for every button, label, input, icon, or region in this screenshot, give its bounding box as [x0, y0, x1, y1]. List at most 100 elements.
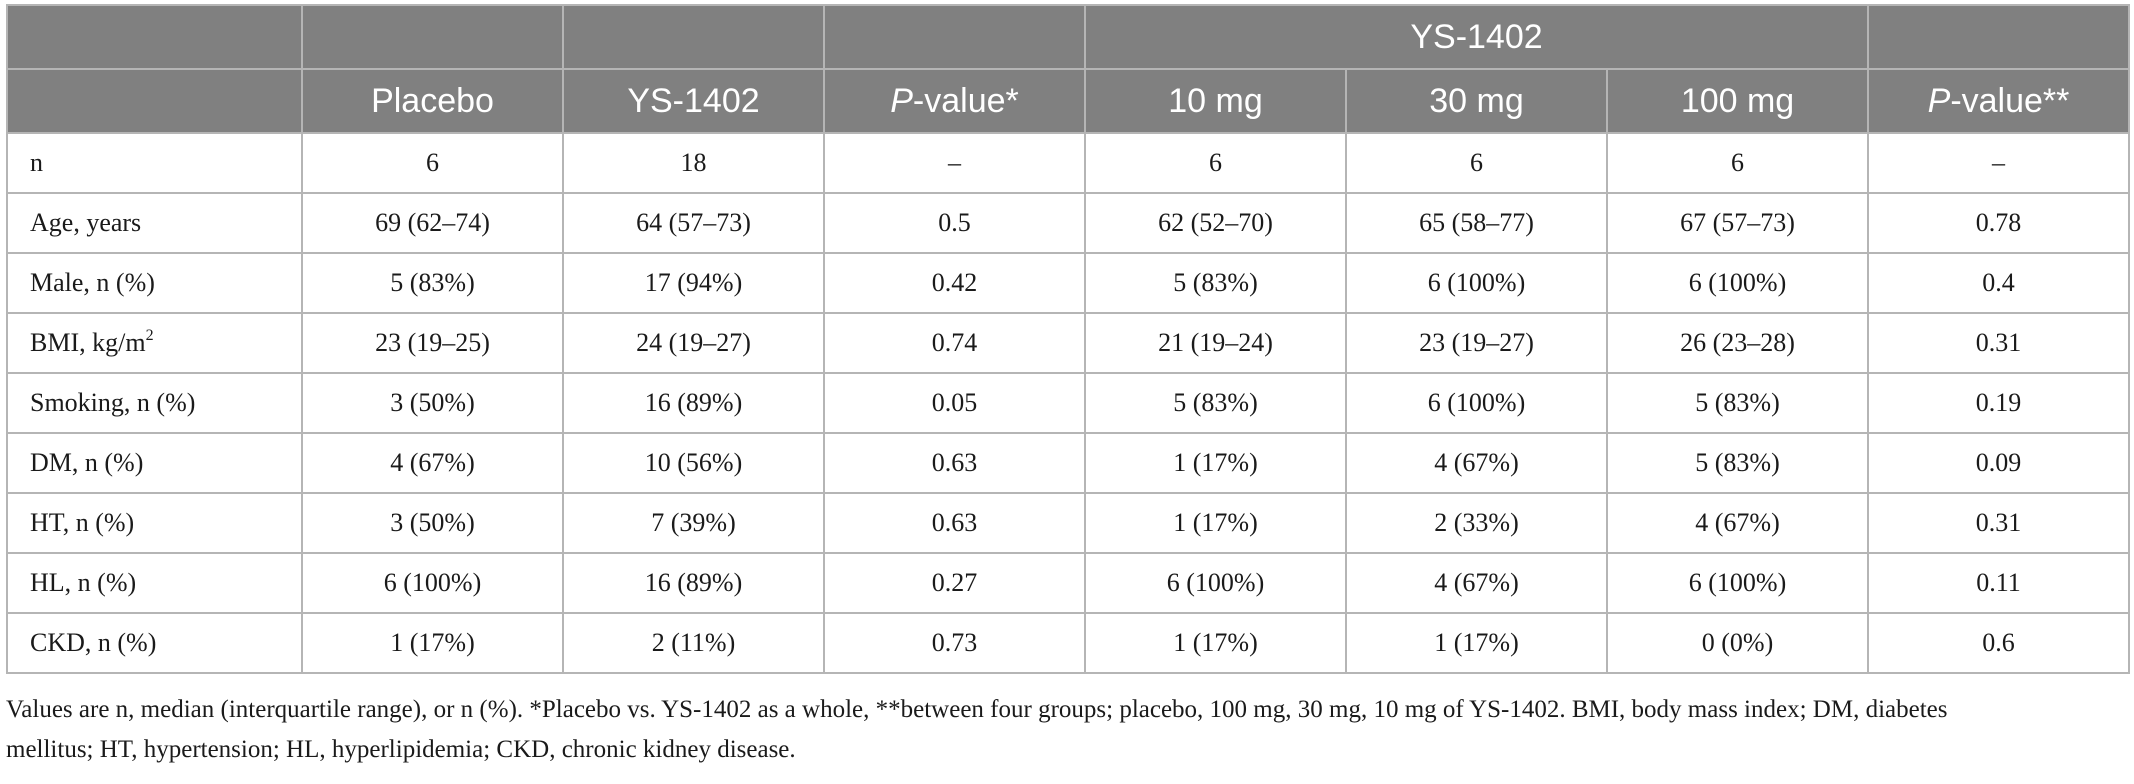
cell-placebo: 6 — [301, 132, 564, 194]
row-label-text: DM, n (%) — [30, 448, 144, 477]
group-header-ys1402: YS-1402 — [1083, 4, 1870, 70]
cell-10mg: 62 (52–70) — [1084, 192, 1347, 254]
cell-pvalue-groups: – — [1867, 132, 2131, 194]
cell-pvalue-groups: 0.19 — [1867, 372, 2131, 434]
cell-pvalue-groups: 0.09 — [1867, 432, 2131, 494]
cell-ys1402: 17 (94%) — [562, 252, 825, 314]
table-header: YS-1402 Placebo YS-1402 P-value* 10 mg 3… — [6, 4, 2131, 134]
baseline-characteristics-table: YS-1402 Placebo YS-1402 P-value* 10 mg 3… — [6, 4, 2131, 674]
row-label: BMI, kg/m2 — [6, 312, 303, 374]
cell-pvalue-overall: 0.63 — [823, 492, 1086, 554]
column-header-10mg: 10 mg — [1084, 68, 1347, 134]
pvalue-suffix: -value* — [912, 81, 1019, 120]
table-footnote: Values are n, median (interquartile rang… — [6, 690, 2126, 770]
column-header-placebo: Placebo — [301, 68, 564, 134]
cell-pvalue-groups: 0.4 — [1867, 252, 2131, 314]
group-header-empty — [6, 4, 303, 70]
cell-30mg: 4 (67%) — [1345, 552, 1608, 614]
row-label: HT, n (%) — [6, 492, 303, 554]
pvalue-italic-p: P — [1927, 81, 1951, 120]
cell-100mg: 6 (100%) — [1605, 552, 1870, 614]
cell-pvalue-groups: 0.6 — [1867, 612, 2131, 674]
cell-pvalue-overall: 0.5 — [823, 192, 1086, 254]
cell-30mg: 6 (100%) — [1345, 252, 1608, 314]
cell-100mg: 5 (83%) — [1605, 372, 1870, 434]
column-header-label — [6, 68, 303, 134]
cell-pvalue-groups: 0.78 — [1867, 192, 2131, 254]
cell-pvalue-overall: 0.63 — [823, 432, 1086, 494]
group-header-empty — [562, 4, 825, 70]
row-label: HL, n (%) — [6, 552, 303, 614]
cell-pvalue-groups: 0.31 — [1867, 492, 2131, 554]
cell-10mg: 5 (83%) — [1084, 372, 1347, 434]
cell-100mg: 0 (0%) — [1605, 612, 1870, 674]
cell-100mg: 6 (100%) — [1605, 252, 1870, 314]
column-header-row: Placebo YS-1402 P-value* 10 mg 30 mg 100… — [6, 68, 2131, 134]
cell-10mg: 1 (17%) — [1084, 612, 1347, 674]
row-label-text: HT, n (%) — [30, 508, 135, 537]
cell-placebo: 6 (100%) — [301, 552, 564, 614]
group-header-empty — [823, 4, 1086, 70]
cell-ys1402: 24 (19–27) — [562, 312, 825, 374]
cell-30mg: 6 (100%) — [1345, 372, 1608, 434]
row-label-text: Age, years — [30, 208, 142, 237]
cell-30mg: 2 (33%) — [1345, 492, 1608, 554]
cell-30mg: 23 (19–27) — [1345, 312, 1608, 374]
pvalue-suffix: -value** — [1950, 81, 2070, 120]
cell-pvalue-overall: 0.73 — [823, 612, 1086, 674]
cell-pvalue-overall: – — [823, 132, 1086, 194]
cell-placebo: 5 (83%) — [301, 252, 564, 314]
cell-100mg: 26 (23–28) — [1605, 312, 1870, 374]
row-label: n — [6, 132, 303, 194]
row-label-text: Male, n (%) — [30, 268, 155, 297]
footnote-line: mellitus; HT, hypertension; HL, hyperlip… — [6, 736, 796, 763]
cell-30mg: 65 (58–77) — [1345, 192, 1608, 254]
row-label: CKD, n (%) — [6, 612, 303, 674]
cell-ys1402: 64 (57–73) — [562, 192, 825, 254]
cell-ys1402: 10 (56%) — [562, 432, 825, 494]
group-header-empty — [301, 4, 564, 70]
row-label: Male, n (%) — [6, 252, 303, 314]
cell-ys1402: 18 — [562, 132, 825, 194]
group-header-empty — [1867, 4, 2131, 70]
cell-placebo: 69 (62–74) — [301, 192, 564, 254]
row-label-text: HL, n (%) — [30, 568, 137, 597]
cell-100mg: 5 (83%) — [1605, 432, 1870, 494]
cell-placebo: 3 (50%) — [301, 492, 564, 554]
row-label: Age, years — [6, 192, 303, 254]
table-row: Age, years 69 (62–74) 64 (57–73) 0.5 62 (52–… — [6, 192, 2131, 254]
cell-pvalue-groups: 0.31 — [1867, 312, 2131, 374]
column-header-100mg: 100 mg — [1605, 68, 1870, 134]
row-label-text: n — [30, 148, 43, 177]
row-label-text: CKD, n (%) — [30, 628, 157, 657]
cell-10mg: 6 (100%) — [1084, 552, 1347, 614]
table-row: HL, n (%) 6 (100%) 16 (89%) 0.27 6 (100%) 4 (… — [6, 552, 2131, 614]
cell-100mg: 6 — [1605, 132, 1870, 194]
pvalue-italic-p: P — [890, 81, 913, 120]
cell-ys1402: 16 (89%) — [562, 372, 825, 434]
cell-30mg: 4 (67%) — [1345, 432, 1608, 494]
table-row: BMI, kg/m2 23 (19–25) 24 (19–27) 0.74 21 (19… — [6, 312, 2131, 374]
table-row: HT, n (%) 3 (50%) 7 (39%) 0.63 1 (17%) 2 (33%… — [6, 492, 2131, 554]
cell-pvalue-overall: 0.05 — [823, 372, 1086, 434]
cell-ys1402: 16 (89%) — [562, 552, 825, 614]
footnote-line: Values are n, median (interquartile rang… — [6, 696, 1948, 723]
table-row: CKD, n (%) 1 (17%) 2 (11%) 0.73 1 (17%) 1 (17… — [6, 612, 2131, 674]
cell-10mg: 5 (83%) — [1084, 252, 1347, 314]
baseline-characteristics-table-container: YS-1402 Placebo YS-1402 P-value* 10 mg 3… — [6, 4, 2131, 674]
cell-placebo: 3 (50%) — [301, 372, 564, 434]
cell-placebo: 4 (67%) — [301, 432, 564, 494]
row-label: Smoking, n (%) — [6, 372, 303, 434]
table-row: n 6 18–6 6 6– — [6, 132, 2131, 194]
cell-placebo: 1 (17%) — [301, 612, 564, 674]
cell-pvalue-overall: 0.27 — [823, 552, 1086, 614]
row-label-text: Smoking, n (%) — [30, 388, 196, 417]
column-header-ys1402: YS-1402 — [562, 68, 825, 134]
table-row: Smoking, n (%) 3 (50%) 16 (89%) 0.05 5 (83%)… — [6, 372, 2131, 434]
column-header-pvalue-groups: P-value** — [1867, 68, 2131, 134]
cell-100mg: 67 (57–73) — [1605, 192, 1870, 254]
table-body: n 6 18–6 6 6– Age, years 69 (62–74) 64 (57–73) 0… — [6, 132, 2131, 674]
cell-ys1402: 2 (11%) — [562, 612, 825, 674]
cell-10mg: 6 — [1084, 132, 1347, 194]
cell-pvalue-overall: 0.42 — [823, 252, 1086, 314]
